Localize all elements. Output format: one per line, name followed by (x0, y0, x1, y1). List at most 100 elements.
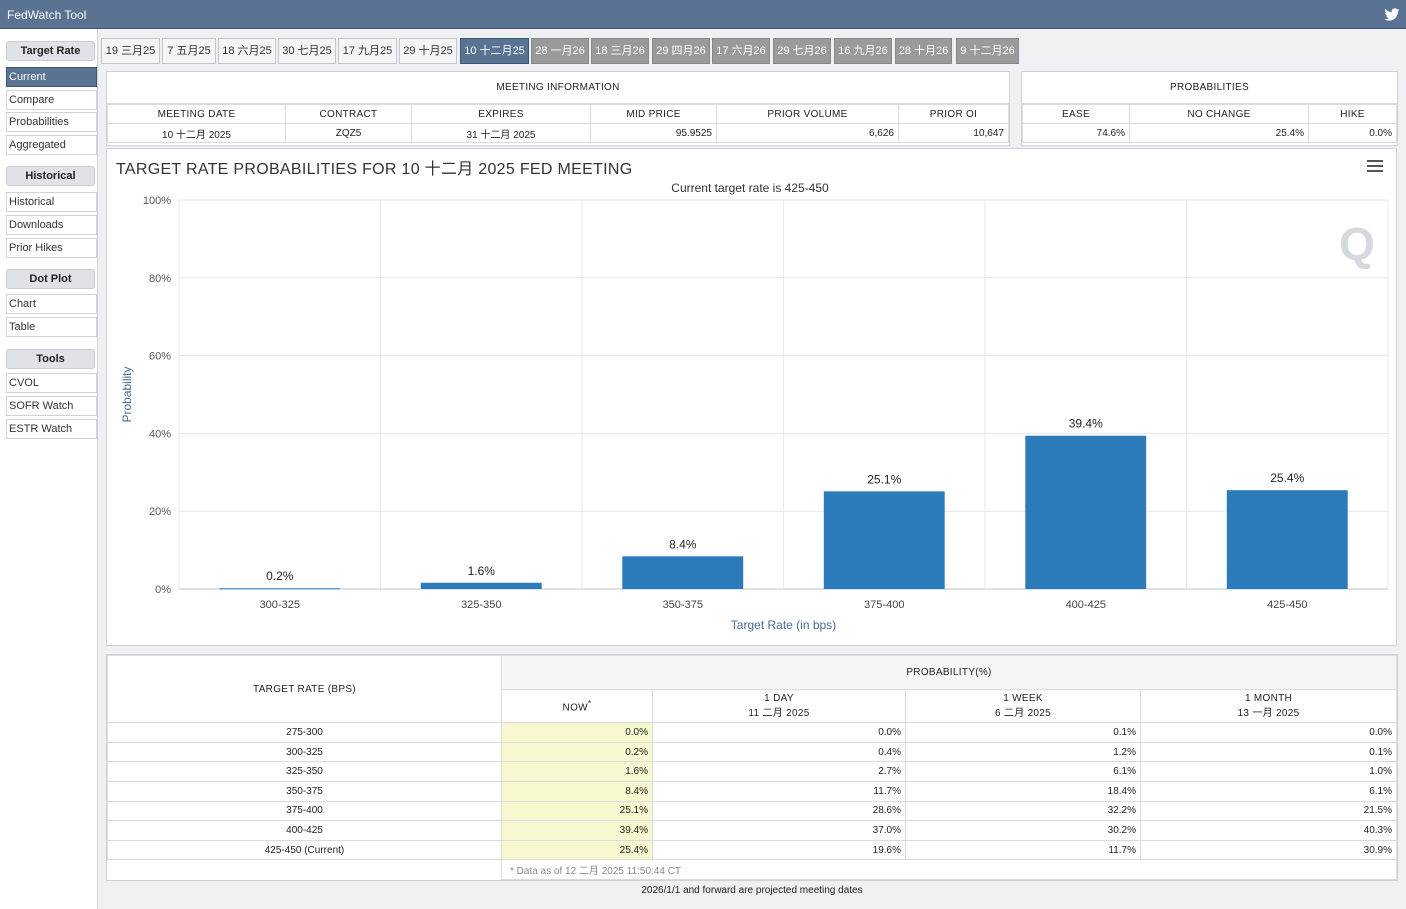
probability-cell: 21.5% (1140, 800, 1397, 822)
sidebar-item-downloads[interactable]: Downloads (6, 215, 97, 235)
probabilities-table: EASE NO CHANGE HIKE 74.6% 25.4% 0.0% (1022, 104, 1397, 143)
sidebar-item-prior-hikes[interactable]: Prior Hikes (6, 238, 97, 258)
sidebar-item-probabilities[interactable]: Probabilities (6, 112, 97, 132)
tab-meeting[interactable]: 30 七月25 (278, 38, 336, 64)
y-tick-label: 0% (155, 584, 171, 596)
prior-oi: 10,647 (898, 123, 1009, 143)
column-header-now: NOW* (501, 689, 653, 724)
sidebar-heading-historical: Historical (6, 166, 95, 186)
target-rate-cell: 300-325 (107, 741, 502, 763)
expires: 31 十二月 2025 (411, 123, 591, 143)
sidebar-item-table[interactable]: Table (6, 317, 97, 337)
column-header: EXPIRES (411, 104, 591, 124)
tab-meeting[interactable]: 17 六月26 (712, 38, 770, 64)
probability-cell: 0.0% (652, 722, 906, 743)
table-row: 300-325 0.2% 0.4% 1.2% 0.1% (107, 741, 1397, 763)
header-line2: 11 二月 2025 (748, 708, 810, 720)
tab-meeting[interactable]: 18 三月26 (591, 38, 649, 64)
target-rate-cell: 400-425 (107, 820, 502, 841)
probability-cell: 11.7% (905, 839, 1141, 861)
tab-meeting[interactable]: 28 一月26 (531, 38, 589, 64)
target-rate-cell: 350-375 (107, 780, 502, 802)
x-tick-label: 325-350 (461, 599, 501, 611)
sidebar-item-historical[interactable]: Historical (6, 192, 97, 212)
data-label: 8.4% (669, 537, 697, 551)
header-line2: 13 一月 2025 (1237, 708, 1300, 720)
bar (219, 588, 341, 590)
now-probability-cell: 1.6% (501, 761, 653, 782)
mid-price: 95.9525 (590, 123, 717, 143)
column-header-1-week: 1 WEEK 6 二月 2025 (905, 689, 1141, 724)
table-row: 425-450 (Current) 25.4% 19.6% 11.7% 30.9% (107, 839, 1397, 861)
probability-cell: 18.4% (905, 780, 1141, 802)
sidebar-item-compare[interactable]: Compare (6, 90, 97, 110)
tab-meeting-active[interactable]: 10 十二月25 (460, 38, 529, 64)
x-tick-label: 350-375 (663, 599, 703, 611)
probability-cell: 30.9% (1140, 839, 1397, 861)
bar (823, 491, 945, 589)
tab-meeting[interactable]: 29 七月26 (773, 38, 831, 64)
header-line2: 6 二月 2025 (994, 708, 1052, 720)
target-rate-cell: 275-300 (107, 722, 502, 743)
x-tick-label: 400-425 (1066, 599, 1106, 611)
tab-meeting[interactable]: 16 九月26 (834, 38, 892, 64)
probabilities-heading: PROBABILITIES (1022, 72, 1397, 104)
x-tick-label: 375-400 (864, 599, 904, 611)
tab-meeting[interactable]: 19 三月25 (101, 38, 160, 64)
tab-meeting[interactable]: 7 五月25 (162, 38, 216, 64)
probability-cell: 28.6% (652, 800, 906, 822)
target-rate-cell: 325-350 (107, 761, 502, 782)
ease-value: 74.6% (1022, 123, 1130, 143)
probability-cell: 40.3% (1140, 820, 1397, 841)
chart-title: TARGET RATE PROBABILITIES FOR 10 十二月 202… (116, 161, 633, 178)
prior-volume: 6,626 (716, 123, 899, 143)
y-axis-label: Probability (120, 366, 134, 422)
data-label: 1.6% (468, 564, 496, 578)
twitter-icon[interactable] (1384, 8, 1400, 22)
x-axis-label: Target Rate (in bps) (731, 618, 836, 632)
probability-cell: 6.1% (905, 761, 1141, 782)
y-tick-label: 20% (149, 506, 171, 518)
sidebar-item-cvol[interactable]: CVOL (6, 373, 97, 393)
header-line1: 1 MONTH (1244, 693, 1293, 705)
column-header: MID PRICE (590, 104, 717, 124)
tab-meeting[interactable]: 9 十二月26 (956, 38, 1019, 64)
target-rate-cell: 375-400 (107, 800, 502, 822)
y-tick-label: 40% (149, 428, 171, 440)
probability-cell: 11.7% (652, 780, 906, 802)
y-tick-label: 60% (149, 351, 171, 363)
probability-bar-chart: Q 0% 20% 40% 60% 80% 100% 0.2% 300-325 1.6% 325-35… (120, 195, 1389, 632)
sidebar-item-aggregated[interactable]: Aggregated (6, 135, 97, 155)
tab-meeting[interactable]: 17 九月25 (338, 38, 397, 64)
table-header-row: EASE NO CHANGE HIKE (1022, 104, 1397, 124)
meeting-info-heading: MEETING INFORMATION (107, 72, 1009, 104)
column-header-1-month: 1 MONTH 13 一月 2025 (1140, 689, 1397, 724)
sidebar-item-sofr-watch[interactable]: SOFR Watch (6, 396, 97, 416)
sidebar-item-current[interactable]: Current (6, 67, 97, 87)
sidebar-item-estr-watch[interactable]: ESTR Watch (6, 419, 97, 439)
sidebar-item-chart[interactable]: Chart (6, 294, 97, 314)
target-rate-header: TARGET RATE (BPS) (107, 654, 502, 724)
x-tick-label: 425-450 (1267, 599, 1307, 611)
bar (1025, 435, 1147, 589)
tab-meeting[interactable]: 29 十月25 (399, 38, 457, 64)
tab-meeting[interactable]: 29 四月26 (652, 38, 710, 64)
y-tick-label: 100% (143, 195, 171, 207)
app-title: FedWatch Tool (7, 8, 87, 22)
now-probability-cell: 0.0% (501, 722, 653, 743)
probability-rows: 275-300 0.0% 0.0% 0.1% 0.0% 300-325 0.2% 0.4% 1.… (107, 722, 1397, 861)
table-row: 375-400 25.1% 28.6% 32.2% 21.5% (107, 800, 1397, 822)
header-line1: 1 DAY (764, 693, 794, 705)
now-probability-cell: 25.1% (501, 800, 653, 822)
tab-meeting[interactable]: 18 六月25 (218, 38, 276, 64)
footnote-marker: * (587, 698, 592, 709)
bar (622, 556, 744, 589)
column-header-1-day: 1 DAY 11 二月 2025 (652, 689, 906, 724)
bar (1226, 490, 1348, 589)
tab-meeting[interactable]: 28 十月26 (895, 38, 952, 64)
y-tick-label: 80% (149, 273, 171, 285)
hamburger-menu-icon[interactable] (1367, 160, 1383, 174)
bar (420, 582, 542, 589)
table-header-row: TARGET RATE (BPS) PROBABILITY(%) (107, 654, 1397, 724)
no-change-value: 25.4% (1129, 123, 1309, 143)
